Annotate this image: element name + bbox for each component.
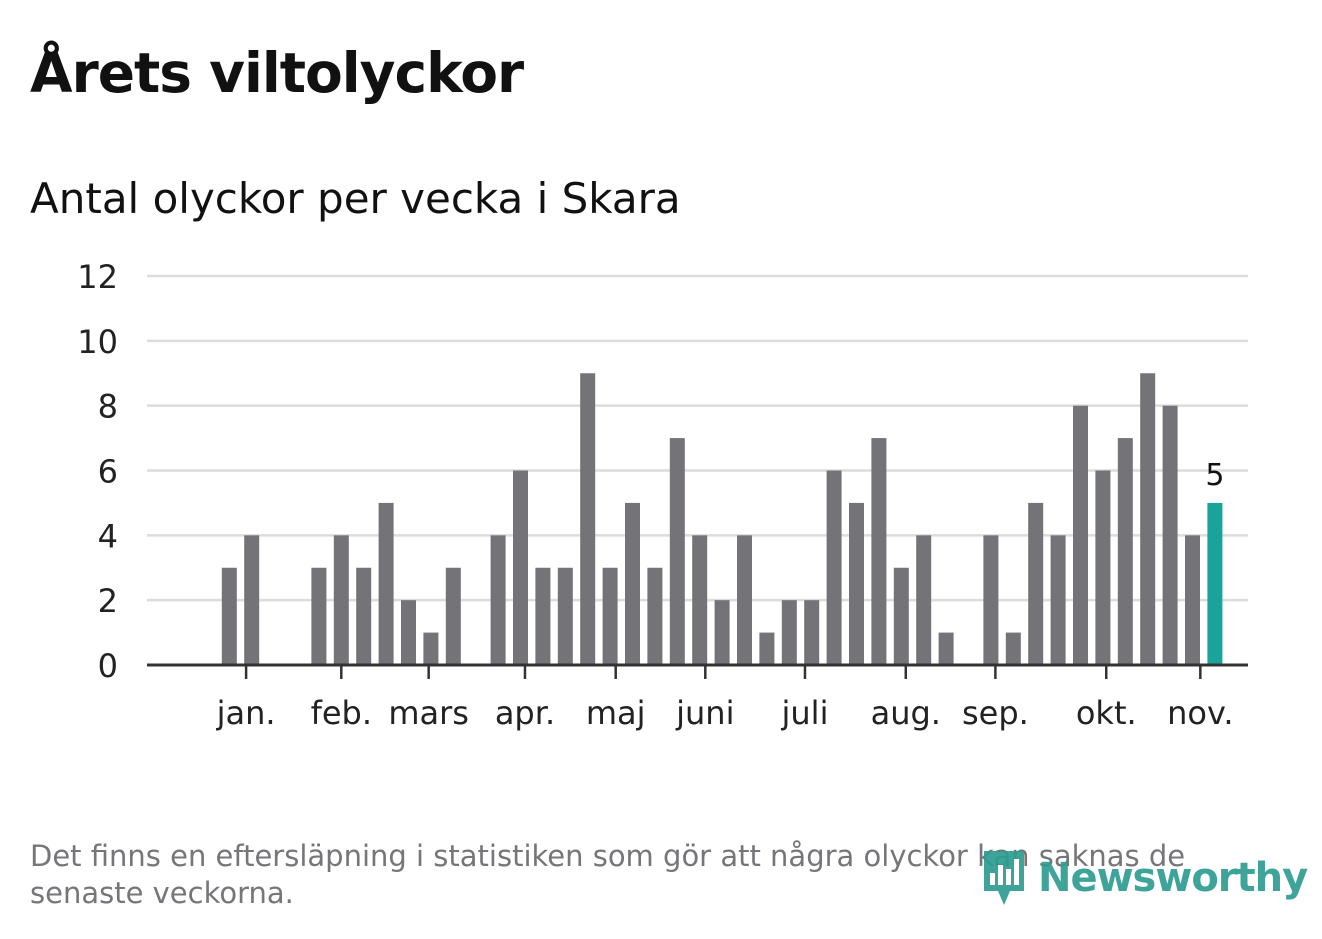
bar bbox=[983, 535, 999, 665]
x-axis bbox=[147, 663, 1248, 679]
bar bbox=[244, 535, 260, 665]
bar bbox=[1117, 438, 1133, 665]
bar bbox=[647, 567, 663, 665]
x-tick-label: feb. bbox=[311, 694, 372, 732]
bar bbox=[1050, 535, 1066, 665]
bar bbox=[333, 535, 349, 665]
brand-name: Newsworthy bbox=[1038, 855, 1308, 901]
bar bbox=[625, 502, 640, 665]
bar bbox=[938, 632, 954, 665]
bar bbox=[692, 535, 708, 665]
x-tick-label: juni bbox=[675, 694, 734, 732]
bar bbox=[311, 567, 327, 665]
chart-title: Årets viltolyckor bbox=[30, 41, 524, 105]
bar bbox=[1095, 470, 1111, 665]
bar bbox=[826, 470, 842, 665]
y-tick-label: 0 bbox=[98, 647, 118, 685]
bar bbox=[804, 600, 820, 665]
bar bbox=[1073, 405, 1088, 665]
bar bbox=[513, 470, 528, 665]
bar bbox=[356, 567, 372, 665]
bar bbox=[1185, 535, 1200, 665]
bar bbox=[423, 632, 439, 665]
y-tick-label: 8 bbox=[98, 388, 118, 426]
brand-logo[interactable]: Newsworthy bbox=[980, 846, 1308, 910]
data-label: 5 bbox=[1205, 458, 1224, 493]
y-tick-label: 12 bbox=[77, 258, 118, 296]
x-tick-label: apr. bbox=[495, 694, 555, 732]
bar bbox=[1005, 632, 1021, 665]
bar bbox=[849, 502, 864, 665]
bar bbox=[714, 600, 730, 665]
x-tick-label: maj bbox=[586, 694, 646, 732]
bar bbox=[781, 600, 797, 665]
y-tick-label: 2 bbox=[98, 582, 118, 620]
x-axis-labels: jan. feb. mars apr. maj juni juli aug. sep. okt. n… bbox=[216, 694, 1234, 732]
x-tick-label: mars bbox=[388, 694, 469, 732]
bar bbox=[871, 438, 887, 665]
bars: 5 bbox=[221, 373, 1224, 665]
bar bbox=[557, 567, 573, 665]
bar-highlight bbox=[1207, 502, 1223, 665]
bar bbox=[535, 567, 551, 665]
chart-subtitle: Antal olyckor per vecka i Skara bbox=[30, 174, 681, 223]
x-tick-label: aug. bbox=[871, 694, 941, 732]
bar bbox=[669, 438, 685, 665]
bar bbox=[221, 567, 237, 665]
bar bbox=[378, 502, 394, 665]
bar-chart: 0 2 4 6 8 10 12 5 jan. feb. mars apr. maj juni juli a… bbox=[77, 258, 1248, 732]
y-tick-label: 4 bbox=[98, 517, 118, 555]
x-tick-label: nov. bbox=[1167, 694, 1233, 732]
bar bbox=[602, 567, 618, 665]
bar bbox=[490, 535, 506, 665]
bar bbox=[445, 567, 461, 665]
bar bbox=[893, 567, 909, 665]
bar-chart-logo-icon bbox=[984, 851, 1024, 905]
x-tick-label: okt. bbox=[1076, 694, 1137, 732]
x-tick-label: jan. bbox=[216, 694, 276, 732]
y-tick-label: 6 bbox=[98, 453, 118, 491]
bar bbox=[737, 535, 752, 665]
bar bbox=[1140, 373, 1156, 665]
bar bbox=[759, 632, 775, 665]
bar bbox=[1162, 405, 1178, 665]
y-axis-ticks: 0 2 4 6 8 10 12 bbox=[77, 258, 118, 685]
x-tick-label: juli bbox=[781, 694, 829, 732]
bar bbox=[401, 600, 416, 665]
bar bbox=[916, 535, 932, 665]
x-tick-label: sep. bbox=[962, 694, 1029, 732]
bar bbox=[580, 373, 596, 665]
bar bbox=[1028, 502, 1044, 665]
y-tick-label: 10 bbox=[77, 323, 118, 361]
